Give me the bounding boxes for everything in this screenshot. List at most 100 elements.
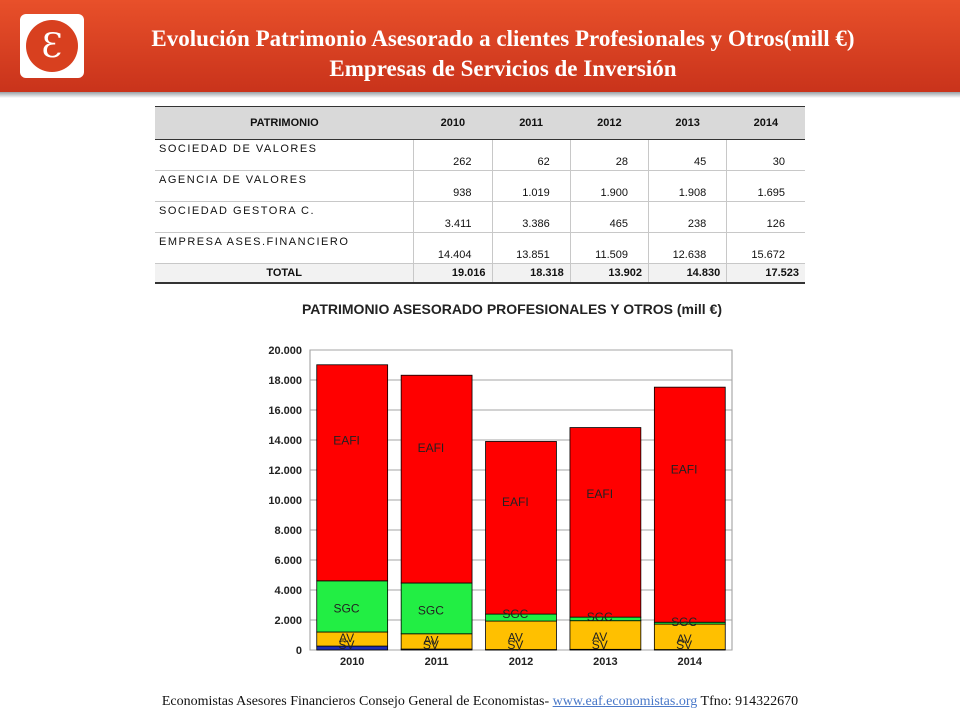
bar-segment-sgc-2010 [316, 580, 389, 633]
total-cell: 14.830 [647, 263, 727, 284]
x-tick-label: 2010 [340, 656, 364, 668]
table-cell: 45 [647, 139, 727, 171]
table-cell: 1.019 [491, 170, 571, 202]
row-label: SOCIEDAD GESTORA C. [155, 201, 414, 233]
segment-label: AV [592, 630, 607, 644]
table-cell: 126 [726, 201, 805, 233]
y-tick-label: 16.000 [268, 405, 302, 417]
table-cell: 465 [569, 201, 649, 233]
table-row: AGENCIA DE VALORES 938 1.019 1.900 1.908… [155, 170, 805, 202]
table-cell: 1.900 [569, 170, 649, 202]
segment-label: EAFI [502, 495, 529, 509]
segment-label: EAFI [333, 433, 360, 447]
segment-label: SV [423, 638, 439, 652]
economistas-logo-icon: Ɛ [26, 20, 78, 72]
header-banner: Ɛ Evolución Patrimonio Asesorado a clien… [0, 0, 960, 92]
logo: Ɛ [20, 14, 84, 78]
footer: Economistas Asesores Financieros Consejo… [0, 694, 960, 710]
table-cell: 11.509 [569, 232, 649, 264]
row-label: SOCIEDAD DE VALORES [155, 139, 414, 171]
y-tick-label: 10.000 [268, 495, 302, 507]
bar-segment-eafi-2010 [316, 364, 389, 582]
table-cell: 3.411 [413, 201, 493, 233]
segment-label: EAFI [671, 462, 698, 476]
table-cell: 62 [491, 139, 571, 171]
segment-label: SGC [418, 603, 444, 617]
table-header-cell: 2014 [726, 106, 805, 140]
footer-link[interactable]: www.eaf.economistas.org [552, 694, 698, 709]
table-header-row: PATRIMONIO 2010 2011 2012 2013 2014 [155, 106, 805, 140]
patrimonio-table: PATRIMONIO 2010 2011 2012 2013 2014 SOCI… [155, 106, 805, 284]
table-cell: 30 [726, 139, 805, 171]
title-line-2: Empresas de Servicios de Inversión [329, 56, 677, 81]
x-tick-label: 2011 [425, 656, 449, 668]
table-cell: 3.386 [491, 201, 571, 233]
segment-label: EAFI [586, 487, 613, 501]
bar-segment-eafi-2012 [485, 441, 557, 615]
bar-segment-sgc-2011 [400, 582, 473, 635]
table-cell: 12.638 [647, 232, 727, 264]
segment-label: SV [592, 638, 608, 652]
footer-phone: Tfno: 914322670 [697, 694, 799, 709]
total-cell: 19.016 [413, 263, 493, 284]
bar-segment-eafi-2011 [400, 374, 473, 584]
y-tick-label: 4.000 [274, 585, 302, 597]
segment-label: SGC [587, 610, 613, 624]
table-cell: 262 [413, 139, 493, 171]
row-label: EMPRESA ASES.FINANCIERO [155, 232, 414, 264]
bar-segment-eafi-2013 [569, 427, 642, 618]
y-tick-label: 20.000 [268, 345, 302, 357]
chart-title: PATRIMONIO ASESORADO PROFESIONALES Y OTR… [302, 301, 722, 317]
segment-label: SV [507, 638, 523, 652]
y-tick-label: 6.000 [274, 555, 302, 567]
table-cell: 1.908 [647, 170, 727, 202]
y-tick-label: 8.000 [274, 525, 302, 537]
table-cell: 13.851 [491, 232, 571, 264]
bars [316, 364, 726, 651]
bar-segment-av-2012 [485, 620, 557, 650]
bar-segment-eafi-2014 [653, 386, 726, 623]
row-label: AGENCIA DE VALORES [155, 170, 414, 202]
table-total-row: TOTAL 19.016 18.318 13.902 14.830 17.523 [155, 263, 805, 284]
stacked-bar-chart: PATRIMONIO ASESORADO PROFESIONALES Y OTR… [268, 301, 733, 668]
y-tick-label: 14.000 [268, 435, 302, 447]
x-tick-label: 2012 [509, 656, 533, 668]
x-tick-label: 2013 [593, 656, 617, 668]
bar-segment-av-2014 [653, 623, 726, 650]
table-cell: 938 [413, 170, 493, 202]
page-title: Evolución Patrimonio Asesorado a cliente… [88, 24, 918, 84]
table-header-cell: 2013 [648, 106, 727, 140]
y-tick-label: 2.000 [274, 615, 302, 627]
total-cell: 18.318 [491, 263, 571, 284]
segment-label: SV [339, 638, 355, 652]
x-tick-label: 2014 [678, 656, 703, 668]
table-header-cell: 2012 [570, 106, 649, 140]
table-cell: 14.404 [413, 232, 493, 264]
y-tick-label: 0 [296, 645, 302, 657]
table-cell: 238 [647, 201, 727, 233]
table-header-cell: PATRIMONIO [155, 106, 414, 140]
table-header-cell: 2010 [413, 106, 493, 140]
total-cell: 13.902 [569, 263, 649, 284]
table-cell: 28 [569, 139, 649, 171]
y-tick-label: 12.000 [268, 465, 302, 477]
header-divider [0, 92, 960, 98]
segment-labels: SVAVSGCEAFISVAVSGCEAFISVAVSGCEAFISVAVSGC… [333, 433, 697, 652]
bar-segment-av-2013 [569, 620, 642, 650]
segment-label: AV [677, 632, 692, 646]
total-cell: 17.523 [726, 263, 805, 284]
segment-label: AV [339, 631, 354, 645]
segment-label: SGC [671, 615, 697, 629]
segment-label: EAFI [418, 441, 445, 455]
total-label: TOTAL [155, 263, 414, 284]
table-row: SOCIEDAD GESTORA C. 3.411 3.386 465 238 … [155, 201, 805, 233]
footer-text: Economistas Asesores Financieros Consejo… [161, 694, 553, 709]
x-axis-labels: 2010 2011 2012 2013 2014 [340, 656, 703, 668]
title-line-1: Evolución Patrimonio Asesorado a cliente… [151, 26, 855, 51]
table-cell: 15.672 [726, 232, 805, 264]
y-tick-label: 18.000 [268, 375, 302, 387]
segment-label: AV [508, 630, 523, 644]
table-row: EMPRESA ASES.FINANCIERO 14.404 13.851 11… [155, 232, 805, 264]
table-header-cell: 2011 [492, 106, 571, 140]
segment-label: AV [423, 633, 438, 647]
